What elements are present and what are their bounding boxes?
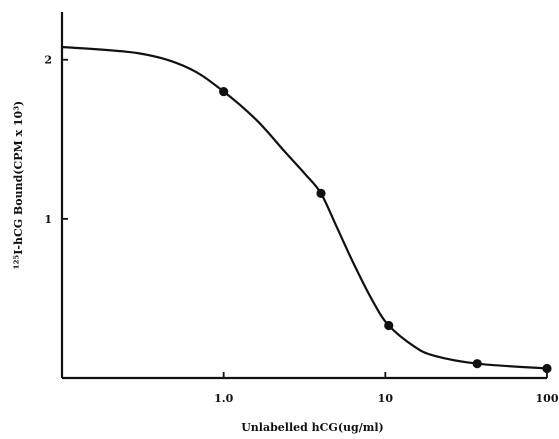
data-point [384,320,394,331]
data-point [316,188,326,199]
x-axis-title: Unlabelled hCG(ug/ml) [241,421,384,434]
y-tick-label: 2 [44,54,52,67]
data-point [472,359,482,369]
series-line [61,45,548,370]
data-point [542,363,552,374]
data-point [219,86,229,97]
y-axis-title: ¹²⁵I-hCG Bound(CPM x 10³) [12,101,25,269]
plot-area: 1.0 10 100 1 2 [44,12,559,405]
x-tick-label: 100 [536,392,559,405]
y-tick-label: 1 [44,213,52,226]
x-tick-label: 10 [378,392,394,405]
x-tick-label: 1.0 [214,392,233,405]
